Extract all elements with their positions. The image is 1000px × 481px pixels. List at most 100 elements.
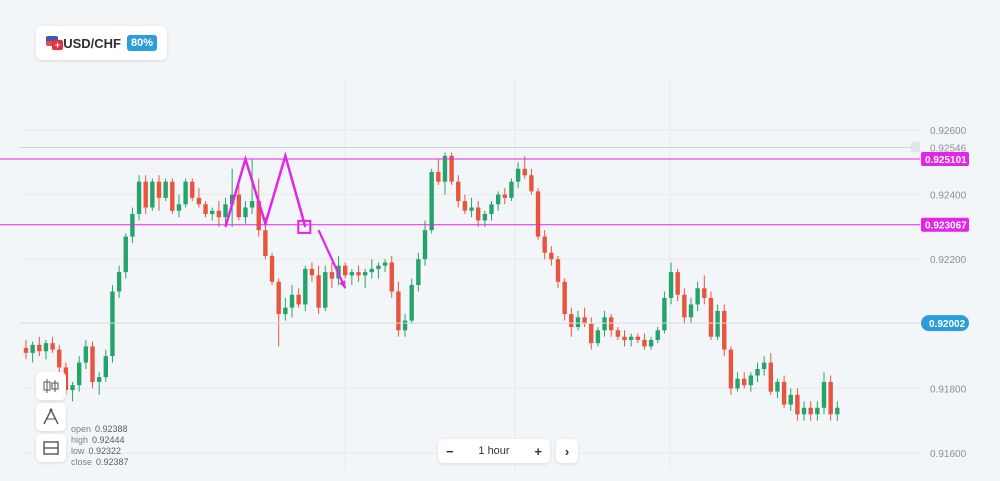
candle-down [542, 236, 547, 253]
candle-down [675, 272, 680, 295]
resistance-tag [921, 152, 969, 167]
breakout-marker [297, 219, 312, 234]
candle-up [469, 207, 474, 211]
candle-up [648, 339, 654, 347]
candle-down [143, 181, 148, 208]
payout-badge: 80% [126, 35, 157, 51]
candle-down [256, 201, 261, 231]
close-value: 0.92387 [96, 457, 129, 467]
candle-up [83, 346, 89, 363]
candle-up [509, 181, 514, 198]
candle-up [223, 204, 228, 218]
candle-up [349, 272, 355, 276]
asset-selector[interactable]: + USD/CHF 80% [36, 26, 167, 60]
y-tick-label: 0.92400 [930, 191, 967, 202]
candle-up [755, 369, 760, 376]
candle-up [210, 210, 215, 214]
candle-up [136, 181, 142, 214]
faint-level-label: 0.92546 [930, 143, 967, 154]
candle-down [90, 346, 95, 382]
candle-up [283, 307, 288, 315]
candle-down [781, 381, 787, 405]
ohlc-readout: open 0.92388 high 0.92444 low 0.92322 close… [71, 424, 129, 468]
y-tick-label: 0.92600 [930, 126, 967, 137]
candle-up [77, 362, 82, 386]
candle-down [635, 336, 640, 340]
zoom-in-button[interactable]: + [534, 443, 542, 459]
candle-up [602, 317, 607, 331]
candle-up [835, 407, 840, 415]
candle-down [555, 259, 561, 282]
open-label: open [71, 424, 92, 434]
candle-down [476, 207, 481, 221]
candle-up [815, 407, 820, 415]
low-value: 0.92322 [88, 446, 122, 456]
candle-down [216, 210, 222, 218]
candle-down [569, 314, 574, 328]
candle-up [70, 385, 75, 391]
candle-down [309, 268, 315, 276]
candle-down [795, 394, 800, 415]
alert-bell-icon [911, 141, 920, 153]
candle-down [462, 201, 468, 211]
high-value: 0.92444 [92, 435, 125, 445]
candle-down [316, 275, 321, 308]
candle-down [196, 197, 202, 205]
candle-down [522, 168, 527, 176]
open-value: 0.92388 [95, 424, 128, 434]
candle-down [535, 191, 541, 237]
candle-up [695, 288, 700, 305]
candle-up [655, 330, 660, 340]
candle-up [30, 344, 35, 353]
candle-down [329, 272, 335, 279]
candle-up [628, 336, 634, 340]
high-label: high [71, 435, 89, 445]
candle-down [37, 344, 42, 352]
candle-up [495, 194, 501, 205]
candle-up [96, 377, 102, 382]
candle-down [768, 362, 773, 392]
candle-down [190, 181, 195, 198]
candle-up [575, 317, 581, 328]
timeframe-label[interactable]: 1 hour [478, 445, 510, 457]
timeframe-control: − 1 hour + [438, 439, 550, 463]
candle-down [343, 265, 348, 276]
candle-down [562, 281, 567, 315]
candle-down [50, 343, 55, 350]
arrow-head [339, 280, 346, 289]
candle-down [589, 323, 594, 344]
candle-up [761, 362, 767, 370]
candle-up [229, 194, 235, 205]
candle-down [269, 255, 275, 282]
candlestick-icon[interactable] [36, 372, 66, 400]
scroll-forward-button[interactable]: › [556, 439, 578, 463]
candle-down [742, 378, 747, 386]
candle-down [263, 230, 268, 256]
candle-up [482, 213, 488, 221]
candle-up [442, 155, 448, 182]
candle-up [688, 304, 694, 318]
low-label: low [71, 446, 85, 456]
candle-up [183, 181, 188, 205]
candle-up [116, 272, 122, 292]
candle-down [356, 272, 361, 276]
layout-split-icon[interactable] [36, 434, 66, 462]
candle-down [682, 294, 687, 318]
candle-down [236, 194, 241, 218]
candle-up [595, 330, 601, 344]
drawing-compass-icon[interactable] [36, 403, 66, 431]
y-tick-label: 0.92200 [930, 255, 967, 266]
candle-up [176, 204, 182, 211]
usd-chf-flag-icon: + [46, 36, 63, 50]
downtrend-arrow [317, 229, 347, 289]
candle-down [449, 155, 454, 182]
candle-up [668, 272, 674, 298]
current-price-label: 0.92002 [929, 319, 966, 330]
zoom-out-button[interactable]: − [446, 443, 454, 459]
candle-down [808, 407, 813, 415]
candle-down [615, 330, 621, 337]
candle-down [436, 171, 441, 182]
candle-down [502, 194, 507, 198]
candle-up [289, 294, 295, 308]
